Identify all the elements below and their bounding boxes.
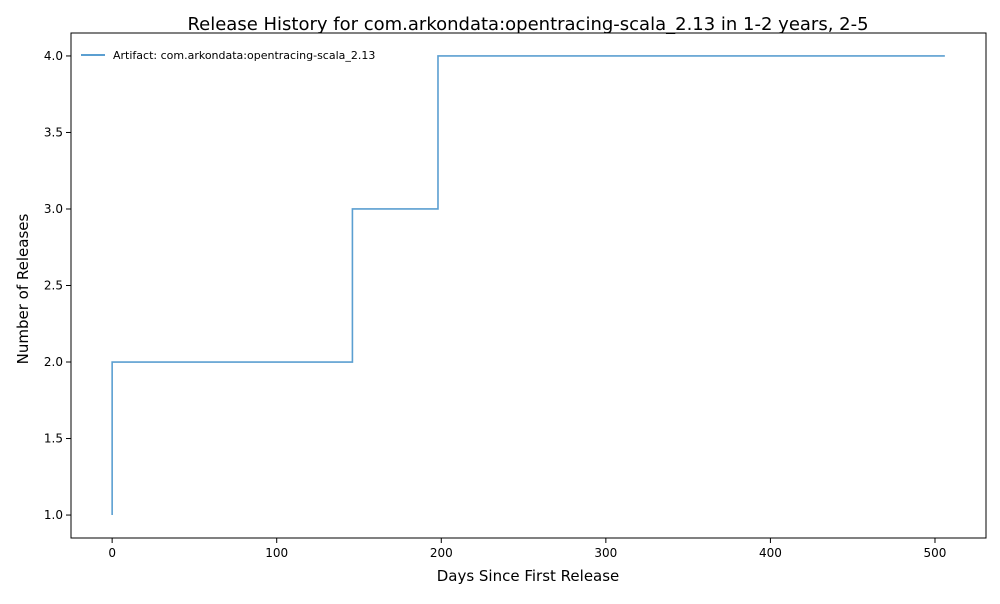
series-layer <box>111 55 945 516</box>
y-axis-ticks: 1.0 1.5 2.0 2.5 3.0 3.5 4.0 <box>44 49 71 522</box>
y-tick-label: 2.5 <box>44 279 63 293</box>
legend: Artifact: com.arkondata:opentracing-scal… <box>81 49 375 62</box>
x-tick-label: 200 <box>430 546 453 560</box>
plot-area-frame <box>70 32 987 539</box>
y-tick-label: 3.0 <box>44 202 63 216</box>
legend-label: Artifact: com.arkondata:opentracing-scal… <box>113 49 375 62</box>
chart-title: Release History for com.arkondata:opentr… <box>187 14 868 35</box>
series-line <box>111 55 945 516</box>
y-tick-label: 1.5 <box>44 432 63 446</box>
y-tick-label: 2.0 <box>44 355 63 369</box>
x-axis-label: Days Since First Release <box>437 567 620 585</box>
y-tick-label: 3.5 <box>44 125 63 139</box>
x-tick-label: 400 <box>759 546 782 560</box>
x-axis-ticks: 0 100 200 300 400 500 <box>108 538 946 560</box>
x-tick-label: 500 <box>924 546 947 560</box>
x-tick-label: 100 <box>265 546 288 560</box>
y-tick-label: 4.0 <box>44 49 63 63</box>
y-axis-label: Number of Releases <box>14 213 32 364</box>
x-tick-label: 0 <box>108 546 116 560</box>
x-tick-label: 300 <box>594 546 617 560</box>
y-tick-label: 1.0 <box>44 508 63 522</box>
